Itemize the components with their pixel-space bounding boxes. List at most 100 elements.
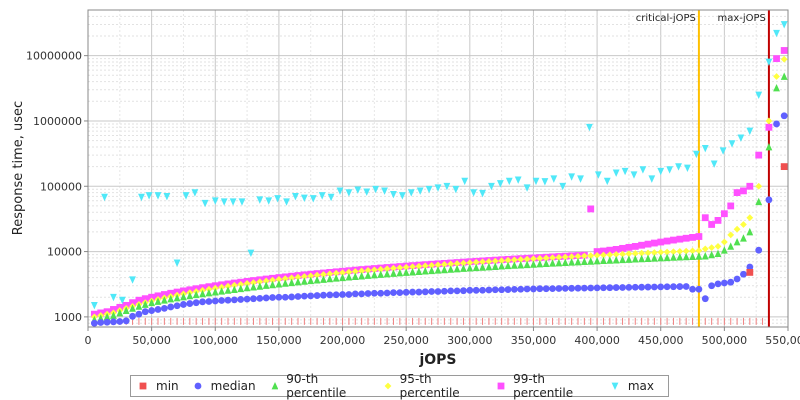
data-point xyxy=(644,254,652,262)
data-point xyxy=(676,253,684,261)
legend-label: 90-th percentile xyxy=(286,372,347,400)
data-point xyxy=(320,275,327,283)
data-point xyxy=(186,291,194,300)
legend-marker xyxy=(498,382,505,390)
data-point xyxy=(755,182,763,190)
data-point xyxy=(491,286,499,294)
data-point xyxy=(345,268,353,276)
data-point xyxy=(666,166,674,174)
data-point xyxy=(549,285,556,293)
data-point xyxy=(409,263,416,271)
data-point xyxy=(542,254,550,262)
data-point xyxy=(586,123,593,132)
data-point xyxy=(612,169,620,177)
data-point xyxy=(300,194,308,203)
data-point xyxy=(619,255,626,264)
data-point xyxy=(530,255,537,263)
data-point xyxy=(773,83,780,92)
data-point xyxy=(218,287,226,295)
data-point xyxy=(689,285,696,293)
data-point xyxy=(129,299,136,307)
data-point xyxy=(415,267,423,275)
data-point xyxy=(402,263,410,271)
data-point xyxy=(510,256,518,264)
data-point xyxy=(313,271,321,279)
data-point xyxy=(472,263,480,272)
data-point xyxy=(250,279,257,286)
data-point xyxy=(407,189,415,197)
data-point xyxy=(670,248,677,256)
data-point xyxy=(237,284,245,293)
data-point xyxy=(619,244,626,252)
data-point xyxy=(415,262,423,270)
data-point xyxy=(631,243,639,250)
data-point xyxy=(755,91,763,99)
data-point xyxy=(517,256,525,263)
data-point xyxy=(154,306,162,313)
legend-item: max xyxy=(610,379,654,393)
data-point xyxy=(587,257,595,265)
data-point xyxy=(593,256,601,265)
data-point xyxy=(600,251,607,259)
data-point xyxy=(243,280,251,287)
data-point xyxy=(639,166,647,174)
data-point xyxy=(536,259,544,268)
y-tick-label: 10000 xyxy=(47,246,82,259)
data-point xyxy=(532,177,540,186)
data-point xyxy=(682,252,690,261)
data-point xyxy=(555,285,563,292)
data-point xyxy=(714,249,722,258)
data-point xyxy=(300,273,308,280)
data-point xyxy=(606,251,614,259)
data-point xyxy=(218,283,226,291)
data-point xyxy=(339,273,346,282)
data-point xyxy=(402,268,410,276)
data-point xyxy=(689,247,696,255)
data-point xyxy=(708,282,716,290)
data-point xyxy=(720,238,728,246)
data-point xyxy=(300,277,308,285)
data-point xyxy=(383,265,391,273)
data-point xyxy=(559,182,567,191)
y-axis-label: Response time, usec xyxy=(11,101,26,235)
data-point xyxy=(670,283,677,291)
data-point xyxy=(517,285,525,293)
data-point xyxy=(354,186,362,194)
data-point xyxy=(536,285,544,293)
data-point xyxy=(313,292,321,299)
data-point xyxy=(307,272,315,280)
data-point xyxy=(542,259,550,268)
x-tick-label: 300,000 xyxy=(447,334,493,347)
data-point xyxy=(230,296,238,304)
data-point xyxy=(294,278,302,286)
data-point xyxy=(720,246,728,254)
data-point xyxy=(425,185,433,194)
data-point xyxy=(746,214,754,222)
data-point xyxy=(755,246,763,254)
data-point xyxy=(606,284,614,292)
data-point xyxy=(650,239,658,247)
data-point xyxy=(129,304,136,312)
data-point xyxy=(568,258,576,266)
data-point xyxy=(612,256,620,264)
data-point xyxy=(364,266,372,274)
data-point xyxy=(466,259,474,267)
legend-swatch xyxy=(139,382,147,390)
data-point xyxy=(390,191,397,199)
x-tick-label: 450,000 xyxy=(638,334,684,347)
data-point xyxy=(247,249,255,258)
data-point xyxy=(541,178,549,186)
data-point xyxy=(320,271,327,278)
data-point xyxy=(383,269,391,278)
data-point xyxy=(466,264,474,272)
data-point xyxy=(205,298,213,305)
data-point xyxy=(396,289,404,297)
data-point xyxy=(351,290,359,298)
data-point xyxy=(103,318,111,326)
y-tick-label: 100000 xyxy=(40,180,82,193)
data-point xyxy=(701,295,709,303)
data-point xyxy=(281,279,289,287)
data-point xyxy=(603,177,611,186)
legend-swatch xyxy=(384,382,392,390)
data-point xyxy=(621,167,629,176)
